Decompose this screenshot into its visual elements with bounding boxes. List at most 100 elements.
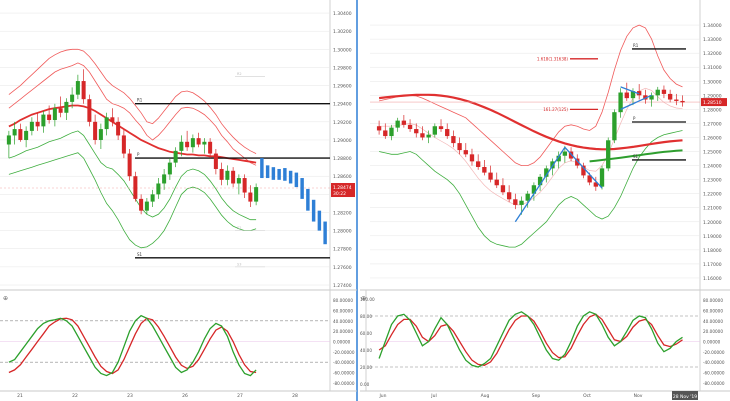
right-price-tick-label: 1.18000	[703, 248, 722, 254]
left-candle-body	[202, 141, 207, 145]
right-osc-right-tick-label: -60.00000	[703, 371, 725, 376]
right-candle-body	[680, 100, 685, 103]
right-osc-left-tick-label: 100.00	[360, 297, 375, 302]
left-faint-level-label: R2	[237, 72, 242, 76]
right-candle-body	[469, 154, 475, 162]
right-candle-body	[482, 166, 487, 173]
left-candle-body	[219, 168, 224, 180]
left-candle-body	[87, 99, 92, 122]
right-price-tick-label: 1.25000	[703, 150, 722, 156]
left-osc-main-line	[8, 314, 257, 377]
right-osc-right-tick-label: -80.00000	[703, 381, 725, 386]
left-candle-body	[179, 141, 184, 151]
left-price-tick-label: 1.29200	[333, 120, 352, 126]
left-projection-bar	[283, 168, 287, 181]
left-candle-body	[116, 121, 121, 136]
left-candle-body	[133, 176, 138, 199]
right-fib-label: 161.27(125)	[543, 107, 568, 112]
right-time-tick-label: Nov	[634, 393, 643, 399]
left-candle-body	[139, 198, 144, 211]
right-pattern-line	[620, 94, 652, 110]
right-osc-right-tick-label: 60.00000	[703, 309, 723, 314]
right-candle-body	[457, 143, 462, 151]
left-candle-body	[18, 129, 23, 140]
right-price-tick-label: 1.24000	[703, 164, 722, 170]
left-candle-body	[24, 130, 29, 140]
left-time-tick-label: 28	[292, 393, 298, 399]
left-level-label: S1	[137, 252, 143, 257]
left-osc-tick-label: 80.00000	[333, 298, 353, 303]
right-candle-body	[562, 151, 568, 156]
right-candle-body	[556, 155, 561, 162]
left-time-tick-label: 22	[72, 393, 78, 399]
right-lower-band	[379, 130, 683, 248]
left-osc-tick-label: -20.00000	[333, 350, 355, 355]
left-price-tick-label: 1.28800	[333, 156, 352, 162]
left-candle-body	[64, 101, 69, 113]
left-candle-body	[208, 141, 213, 154]
right-price-tick-label: 1.21000	[703, 206, 722, 212]
right-candle-body	[531, 185, 537, 194]
left-projection-bar	[260, 158, 264, 179]
left-price-tick-label: 1.28000	[333, 229, 352, 235]
right-price-tick-label: 1.16000	[703, 276, 722, 282]
left-candle-body	[213, 153, 218, 169]
right-price-tick-label: 1.28000	[703, 107, 722, 113]
right-candle-body	[494, 179, 499, 186]
left-price-tick-label: 1.28600	[333, 174, 352, 180]
right-candle-body	[432, 126, 437, 135]
left-osc-tick-label: 60.00000	[333, 309, 353, 314]
left-price-tick-label: 1.29600	[333, 84, 352, 90]
right-level-label: S1	[633, 154, 639, 159]
left-time-tick-label: 26	[182, 393, 188, 399]
right-candle-body	[599, 168, 605, 187]
right-pattern-line	[620, 86, 640, 95]
right-level-label: P	[633, 116, 636, 121]
right-time-tick-label: Sep	[532, 393, 541, 399]
left-current-price-label: 1.28474	[333, 185, 352, 191]
right-candle-body	[420, 133, 425, 138]
right-osc-right-tick-label: 80.00000	[703, 298, 723, 303]
left-candle-body	[110, 117, 115, 122]
right-candle-body	[630, 91, 636, 99]
right-candle-body	[401, 120, 407, 125]
right-candle-body	[612, 112, 617, 141]
right-candle-body	[593, 182, 598, 187]
right-price-tick-label: 1.30000	[703, 79, 722, 85]
left-time-tick-label: 27	[237, 393, 243, 399]
right-candle-body	[476, 161, 481, 167]
right-candle-body	[376, 126, 382, 131]
left-candle-body	[104, 117, 109, 130]
right-candle-body	[655, 89, 660, 96]
right-price-tick-label: 1.22000	[703, 192, 722, 198]
right-osc-main-line	[378, 311, 683, 368]
left-price-tick-label: 1.28200	[333, 210, 352, 216]
right-price-tick-label: 1.17000	[703, 262, 722, 268]
left-candle-body	[173, 150, 178, 163]
right-pattern-line	[514, 146, 566, 223]
right-candle-body	[581, 165, 586, 176]
left-upper-inner-band	[8, 62, 257, 166]
right-osc-left-tick-label: 60.00	[360, 331, 372, 336]
left-candle-body	[35, 121, 40, 127]
right-candle-body	[544, 168, 549, 177]
right-long-moving-average-line	[589, 149, 683, 163]
right-price-tick-label: 1.29000	[703, 93, 722, 99]
right-candle-body	[500, 185, 506, 193]
right-price-tick-label: 1.33000	[703, 37, 722, 43]
left-osc-tick-label: 0.00000	[333, 340, 351, 345]
right-pattern-line	[564, 146, 603, 189]
right-candle-body	[618, 92, 623, 113]
right-osc-settings-icon: ⊕	[361, 295, 366, 302]
right-price-tick-label: 1.19000	[703, 234, 722, 240]
left-candle-body	[225, 170, 230, 180]
left-level-label: P	[137, 152, 140, 157]
left-projection-bar	[323, 221, 327, 245]
right-osc-left-tick-label: 80.00	[360, 314, 372, 319]
left-projection-bar	[306, 188, 310, 211]
left-candle-body	[47, 114, 52, 121]
left-candle-body	[236, 178, 241, 184]
right-candle-body	[488, 172, 493, 180]
right-time-tick-label: Jun	[378, 393, 386, 399]
